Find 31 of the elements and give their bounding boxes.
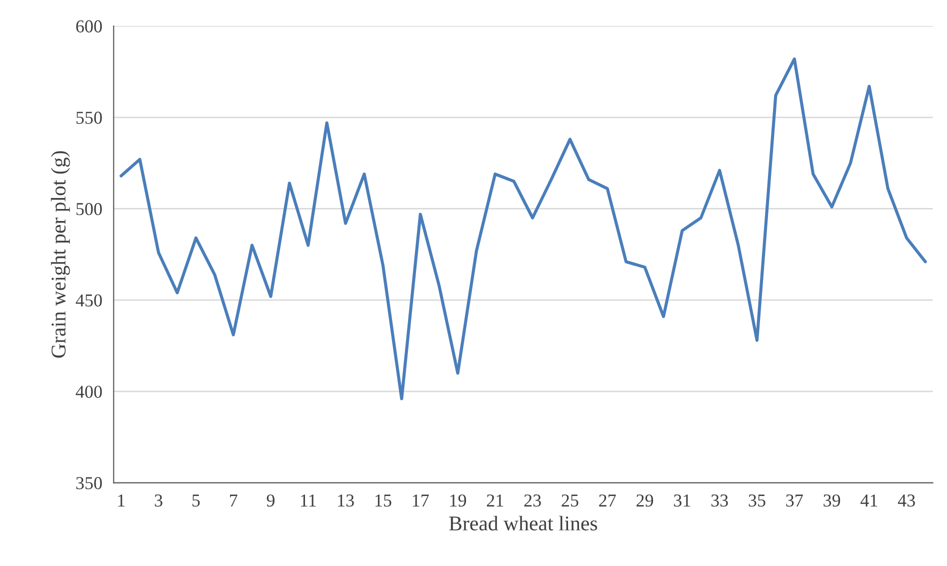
x-axis-title: Bread wheat lines <box>449 516 598 530</box>
x-tick-label: 33 <box>711 494 728 507</box>
x-tick-label: 11 <box>301 494 316 506</box>
x-tick-label: 1 <box>118 494 125 506</box>
x-tick-label: 13 <box>338 494 354 507</box>
x-tick-label: 41 <box>860 494 878 506</box>
x-tick-label: 27 <box>599 494 616 506</box>
y-tick-label: 550 <box>76 112 102 124</box>
x-tick-label: 25 <box>562 494 578 507</box>
y-tick-label: 450 <box>76 294 102 307</box>
x-tick-label: 31 <box>674 494 690 507</box>
x-tick-label: 39 <box>824 494 840 507</box>
x-tick-label: 5 <box>192 494 200 507</box>
y-tick-label: 500 <box>76 203 102 216</box>
x-tick-label: 21 <box>486 494 504 506</box>
x-tick-label: 35 <box>748 494 766 507</box>
x-tick-label: 7 <box>230 494 238 506</box>
x-tick-label: 17 <box>412 494 429 506</box>
x-tick-label: 3 <box>154 494 162 507</box>
x-tick-label: 37 <box>786 494 803 507</box>
y-tick-label: 350 <box>76 477 102 490</box>
x-tick-label: 15 <box>376 494 392 507</box>
x-tick-label: 43 <box>898 494 915 507</box>
x-tick-label: 29 <box>636 494 654 507</box>
line-series <box>120 57 927 400</box>
x-tick-label: 19 <box>450 494 466 507</box>
x-tick-label: 9 <box>266 494 275 507</box>
y-tick-label: 600 <box>76 20 102 32</box>
x-tick-label: 23 <box>524 494 541 507</box>
y-tick-label: 400 <box>76 386 102 398</box>
y-axis-title: Grain weight per plot (g) <box>50 151 70 358</box>
